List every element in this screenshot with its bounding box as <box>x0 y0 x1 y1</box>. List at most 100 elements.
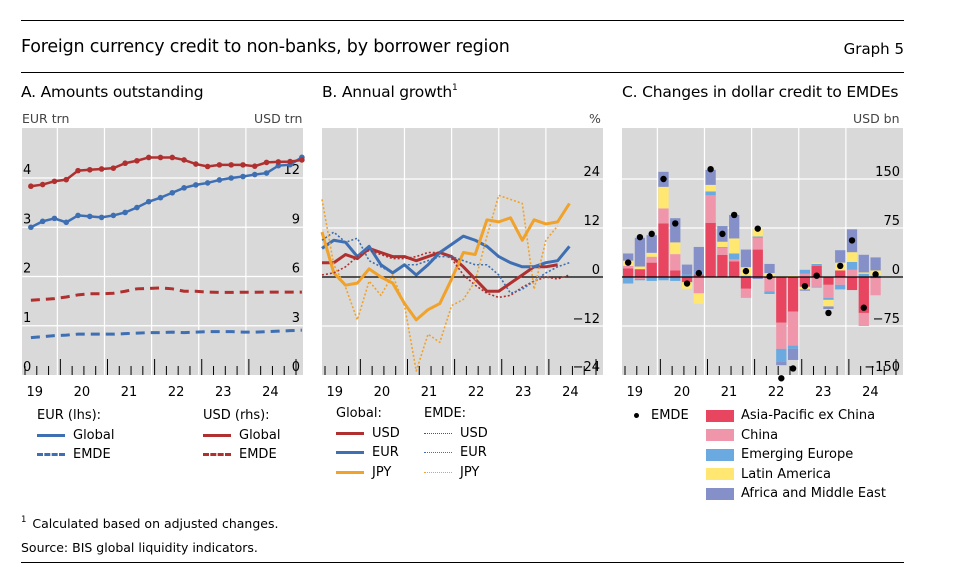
emde-total-dot <box>683 280 691 287</box>
bar-segment-latin-america <box>693 293 704 304</box>
data-point <box>216 177 223 183</box>
emde-total-dot <box>872 271 879 278</box>
bar-segment-emerging-europe <box>835 284 846 290</box>
y-tick-label-right: 0 <box>892 263 900 278</box>
data-point <box>287 158 293 165</box>
panel-b-title-footnote-marker: 1 <box>452 83 458 93</box>
panel-a-title: A. Amounts outstanding <box>21 83 204 101</box>
footnote-marker: 1 <box>21 515 27 525</box>
data-point <box>134 157 140 164</box>
bar-segment-china <box>811 277 822 287</box>
bar-segment-africa-middle-east <box>858 254 869 273</box>
legend-swatch <box>706 487 734 500</box>
data-point <box>75 212 81 219</box>
bar-segment-emerging-europe <box>811 263 822 266</box>
data-point <box>87 166 93 173</box>
bar-segment-emerging-europe <box>717 246 728 248</box>
legend-usd-global: Global <box>203 426 280 446</box>
graph-title: Foreign currency credit to non-banks, by… <box>21 37 510 57</box>
bar-segment-latin-america <box>717 241 728 247</box>
data-point <box>145 154 152 161</box>
legend-label: EUR <box>372 445 399 460</box>
bar-segment-emerging-europe <box>787 345 799 349</box>
legend-eur-emde: EMDE <box>37 445 114 465</box>
emde-total-dot <box>707 166 714 173</box>
legend-label: EMDE <box>239 447 277 462</box>
emde-total-dot <box>648 230 655 238</box>
legend-emde-eur: EUR <box>424 443 488 463</box>
emde-total-dot <box>778 375 785 382</box>
bar-segment-africa-middle-east <box>776 361 787 366</box>
legend-line-solid-orange <box>336 470 364 474</box>
bar-segment-latin-america <box>787 275 799 277</box>
bar-segment-africa-middle-east <box>764 263 775 274</box>
y-tick-label-left: 4 <box>23 163 31 178</box>
legend-swatch <box>706 468 734 481</box>
bar-segment-asia-pacific <box>799 277 811 287</box>
bar-segment-china <box>740 288 752 298</box>
legend-line-solid-blue <box>336 451 364 455</box>
data-point <box>39 181 46 188</box>
emde-total-dot <box>789 365 797 372</box>
panel-c-title: C. Changes in dollar credit to EMDEs <box>622 83 899 101</box>
series-line-global-jpy <box>320 202 571 322</box>
legend-line-dotted-orange <box>424 471 452 473</box>
data-point <box>204 180 211 186</box>
x-tick-label: 23 <box>515 385 532 400</box>
data-point <box>204 163 211 170</box>
bar-segment-emerging-europe <box>764 291 775 294</box>
bar-segment-china <box>764 278 775 292</box>
data-point <box>110 165 117 171</box>
data-point <box>63 176 70 183</box>
emde-total-dot <box>730 211 738 219</box>
bar-segment-asia-pacific <box>670 270 681 277</box>
bar-segment-china <box>658 208 669 224</box>
bar-segment-latin-america <box>823 299 834 307</box>
bar-segment-africa-middle-east <box>670 218 681 243</box>
legend-emde-jpy: JPY <box>424 463 488 483</box>
x-tick-label: 24 <box>562 385 579 400</box>
emde-total-dot <box>742 267 750 275</box>
panel-c-chart: 19 20 21 22 23 24 150 75 0 −75 −150 <box>622 128 903 400</box>
bar-segment-china <box>787 311 799 346</box>
bar-segment-latin-america <box>729 238 740 254</box>
emde-total-dot <box>672 220 679 227</box>
data-point <box>28 183 34 190</box>
bar-segment-emerging-europe <box>799 269 811 274</box>
panel-c-legend-emde: EMDE <box>628 406 689 426</box>
legend-asia-pacific: Asia-Pacific ex China <box>706 406 886 426</box>
bar-segment-china <box>835 277 846 285</box>
panel-a-legend-eur: EUR (lhs): Global EMDE <box>37 406 114 465</box>
data-point <box>134 204 140 211</box>
data-point <box>75 167 81 174</box>
footnote-1: 1 Calculated based on adjusted changes. <box>21 515 278 531</box>
x-tick-label: 23 <box>815 385 832 400</box>
legend-global-jpy: JPY <box>336 463 400 483</box>
emde-total-dot <box>848 237 856 244</box>
legend-emerging-europe: Emerging Europe <box>706 445 886 465</box>
y-tick-label-left: 2 <box>23 262 31 277</box>
bar-segment-latin-america <box>858 272 869 274</box>
bar-segment-africa-middle-east <box>705 169 716 185</box>
bar-segment-asia-pacific <box>870 277 881 279</box>
bar-segment-emerging-europe <box>658 277 669 281</box>
bar-segment-africa-middle-east <box>787 348 799 360</box>
bar-segment-emerging-europe <box>646 277 657 281</box>
data-point <box>193 161 199 167</box>
panel-c-legend-components: Asia-Pacific ex China China Emerging Eur… <box>706 406 886 504</box>
data-point <box>51 215 58 222</box>
series-line-emde-jpy <box>321 194 559 372</box>
legend-emde-header: EMDE: <box>424 406 467 421</box>
emde-total-dot <box>766 273 773 280</box>
emde-total-dot <box>825 309 832 317</box>
legend-label: JPY <box>460 464 480 480</box>
bar-segment-africa-middle-east <box>835 250 846 263</box>
bar-segment-asia-pacific <box>658 223 669 277</box>
legend-label: Emerging Europe <box>741 447 854 462</box>
data-point <box>63 219 70 226</box>
bar-segment-emerging-europe <box>740 275 752 277</box>
panel-b-title-text: B. Annual growth <box>322 83 453 101</box>
x-tick-label: 19 <box>27 385 44 400</box>
bar-segment-asia-pacific <box>705 222 716 277</box>
bar-segment-asia-pacific <box>752 249 763 277</box>
